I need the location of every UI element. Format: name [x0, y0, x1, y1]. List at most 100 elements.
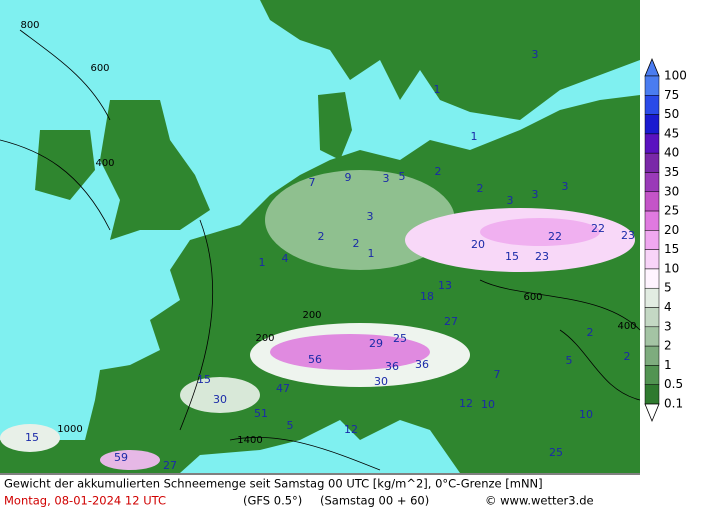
legend-label: 35	[664, 165, 679, 179]
snow-label: 59	[114, 451, 128, 464]
contour	[0, 29, 641, 471]
caption-run: (Samstag 00 + 60)	[320, 494, 429, 508]
snow-label: 2	[477, 182, 484, 195]
legend-label: 20	[664, 223, 679, 237]
snow-label: 3	[367, 210, 374, 223]
legend-swatch	[644, 268, 660, 289]
snow-label: 3	[532, 188, 539, 201]
snow-label: 22	[548, 230, 562, 243]
snow-label: 15	[25, 431, 39, 444]
snow-label: 5	[399, 170, 406, 183]
legend-arrow-top	[644, 57, 660, 77]
snow-east-core	[480, 218, 600, 246]
legend-label: 75	[664, 88, 679, 102]
legend-swatch	[644, 133, 660, 154]
snow-label: 2	[435, 165, 442, 178]
snow-label: 1	[434, 83, 441, 96]
legend-swatch	[644, 365, 660, 385]
legend-swatch	[644, 210, 660, 231]
legend-label: 30	[664, 184, 679, 198]
snow-label: 30	[213, 393, 227, 406]
legend-label: 3	[664, 319, 672, 333]
snow-label: 7	[309, 176, 316, 189]
snow-label: 27	[444, 315, 458, 328]
snow-label: 3	[507, 194, 514, 207]
legend-arrow-bottom	[644, 403, 660, 423]
snow-label: 47	[276, 382, 290, 395]
map	[0, 0, 641, 473]
legend-swatch	[644, 326, 660, 347]
snow-label: 7	[494, 368, 501, 381]
snow-label: 15	[505, 250, 519, 263]
snow-label: 25	[549, 446, 563, 459]
snow-iberia-w	[0, 424, 60, 452]
snow-label: 36	[385, 360, 399, 373]
snow-label: 2	[587, 326, 594, 339]
denmark	[318, 92, 352, 160]
snow-label: 22	[591, 222, 605, 235]
snow-label: 10	[579, 408, 593, 421]
snow-label: 10	[481, 398, 495, 411]
height-label: 1400	[237, 435, 262, 446]
legend-label: 100	[664, 69, 687, 83]
legend-label: 1	[664, 358, 672, 372]
snow-label: 12	[459, 397, 473, 410]
caption-model: (GFS 0.5°)	[243, 494, 302, 508]
caption-date: Montag, 08-01-2024 12 UTC	[4, 494, 166, 508]
snow-label: 2	[353, 237, 360, 250]
legend-label: 45	[664, 126, 679, 140]
snow-africa	[100, 450, 160, 470]
caption-title: Gewicht der akkumulierten Schneemenge se…	[4, 477, 543, 491]
legend-label: 40	[664, 146, 679, 160]
snow-label: 9	[345, 171, 352, 184]
snow-label: 23	[535, 250, 549, 263]
legend-label: 10	[664, 261, 679, 275]
legend-label: 4	[664, 300, 672, 314]
snow-label: 12	[344, 423, 358, 436]
legend-label: 25	[664, 204, 679, 218]
legend-label: 2	[664, 339, 672, 353]
snow-label: 1	[471, 130, 478, 143]
legend-swatch	[644, 114, 660, 135]
snow-label: 5	[287, 419, 294, 432]
snow-label: 29	[369, 337, 383, 350]
legend-swatch	[644, 95, 660, 115]
height-label: 400	[95, 158, 114, 169]
legend-label: 0.1	[664, 397, 683, 411]
snow-alps	[270, 334, 430, 370]
scandinavia	[260, 0, 640, 120]
legend-swatch	[644, 287, 660, 308]
snow-label: 1	[368, 247, 375, 260]
snow-label: 2	[624, 350, 631, 363]
snow-label: 20	[471, 238, 485, 251]
height-label: 200	[302, 310, 321, 321]
height-label: 600	[523, 292, 542, 303]
mainland	[0, 95, 640, 473]
snow-label: 25	[393, 332, 407, 345]
snow-label: 1	[259, 256, 266, 269]
legend-swatch	[644, 345, 660, 366]
snow-label: 23	[621, 229, 635, 242]
snow-label: 30	[374, 375, 388, 388]
snow-label: 3	[532, 48, 539, 61]
snow-label: 56	[308, 353, 322, 366]
legend-swatch	[644, 191, 660, 212]
snow-label: 2	[318, 230, 325, 243]
legend-swatch	[644, 75, 660, 96]
snow-label: 3	[383, 172, 390, 185]
legend-label: 0.5	[664, 377, 683, 391]
height-label: 400	[617, 321, 636, 332]
height-label: 800	[20, 20, 39, 31]
snow-label: 51	[254, 407, 268, 420]
height-label: 600	[90, 63, 109, 74]
snow-label: 13	[438, 279, 452, 292]
legend-label: 15	[664, 242, 679, 256]
legend-swatch	[644, 230, 660, 250]
legend-swatch	[644, 172, 660, 193]
snow-label: 15	[197, 373, 211, 386]
mediterranean	[180, 420, 460, 473]
height-label: 1000	[57, 424, 82, 435]
snow-label: 4	[282, 252, 289, 265]
snow-label: 5	[566, 354, 573, 367]
